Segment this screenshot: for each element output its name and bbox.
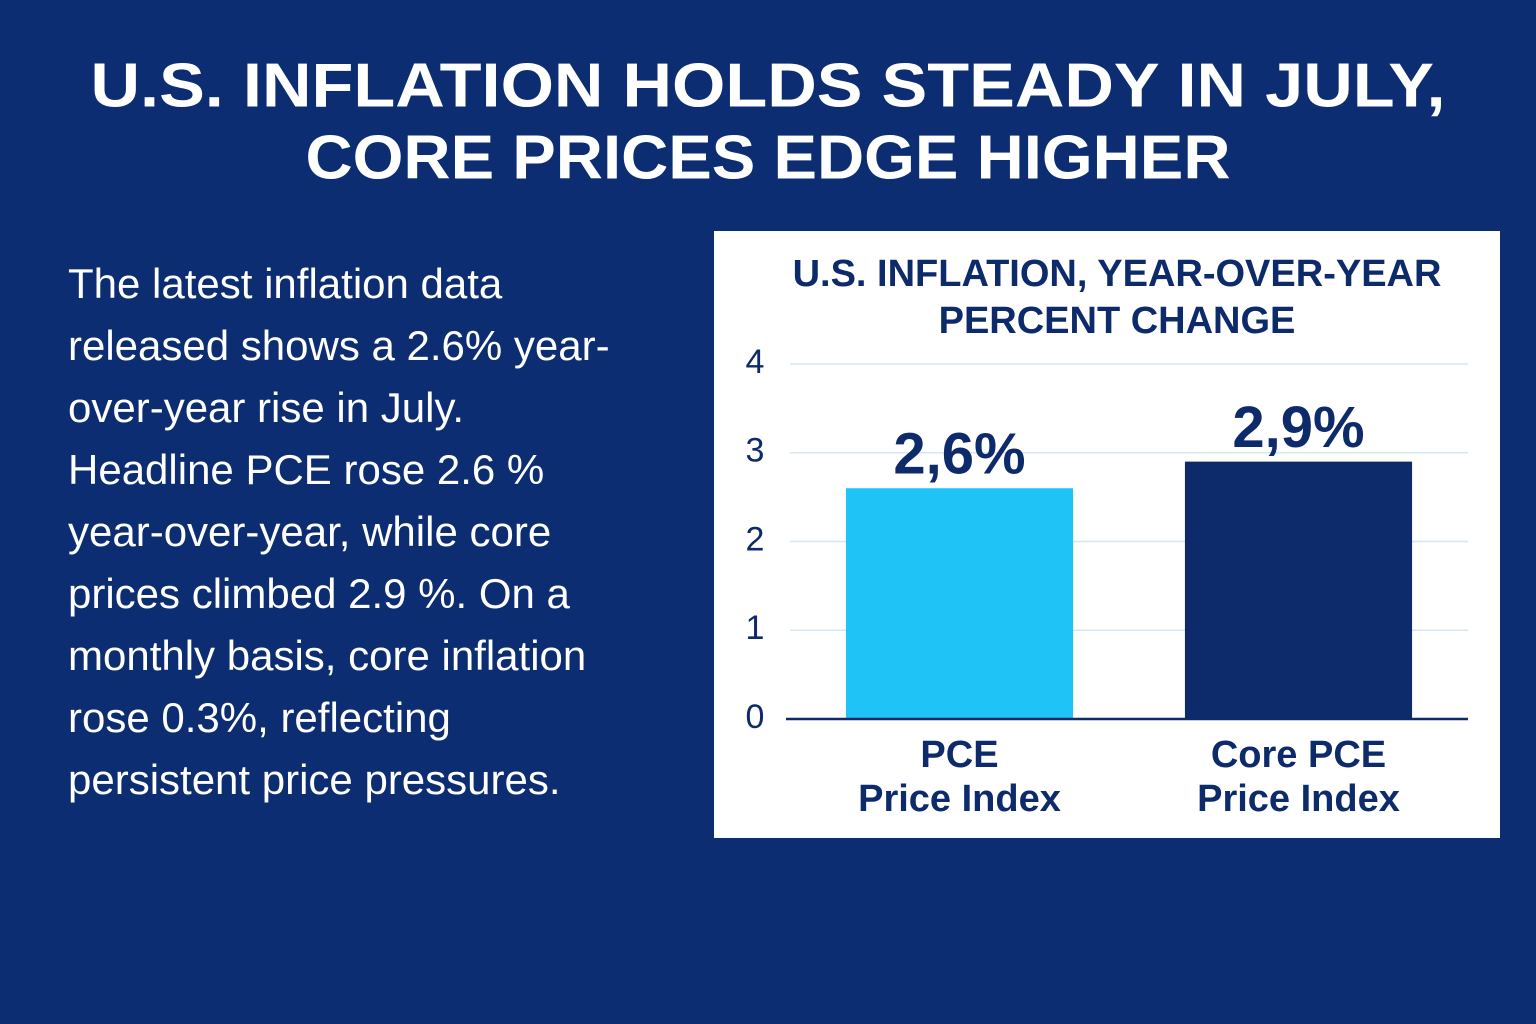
bar	[1184, 461, 1413, 719]
y-tick-label: 2	[746, 520, 765, 558]
x-tick-label: Core PCE Price Index	[1197, 734, 1400, 820]
x-tick-label: PCE Price Index	[858, 734, 1061, 820]
body-text: year-over-year, while core	[68, 508, 551, 555]
y-tick-label: 4	[746, 343, 765, 381]
body-text: prices climbed 2.9 %. On a	[68, 570, 571, 617]
body-text: The latest inflation data	[68, 260, 503, 307]
value-label: 2,9%	[1232, 395, 1364, 460]
y-tick-label: 0	[746, 698, 765, 736]
body-text: rose 0.3%, reflecting	[68, 694, 451, 741]
value-label: 2,6%	[893, 422, 1025, 487]
body-text: persistent price pressures.	[68, 756, 561, 803]
y-tick-label: 1	[746, 609, 765, 647]
bar	[845, 488, 1074, 719]
chart-title: U.S. INFLATION, YEAR-OVER-YEAR	[793, 253, 1442, 295]
headline: CORE PRICES EDGE HIGHER	[306, 123, 1231, 192]
body-text: Headline PCE rose 2.6 %	[68, 446, 544, 493]
chart-title: PERCENT CHANGE	[939, 300, 1296, 342]
body-text: over-year rise in July.	[68, 384, 464, 431]
y-tick-label: 3	[746, 432, 765, 470]
headline: U.S. INFLATION HOLDS STEADY IN JULY,	[91, 51, 1446, 120]
body-text: monthly basis, core inflation	[68, 632, 586, 679]
body-text: released shows a 2.6% year-	[68, 322, 610, 369]
